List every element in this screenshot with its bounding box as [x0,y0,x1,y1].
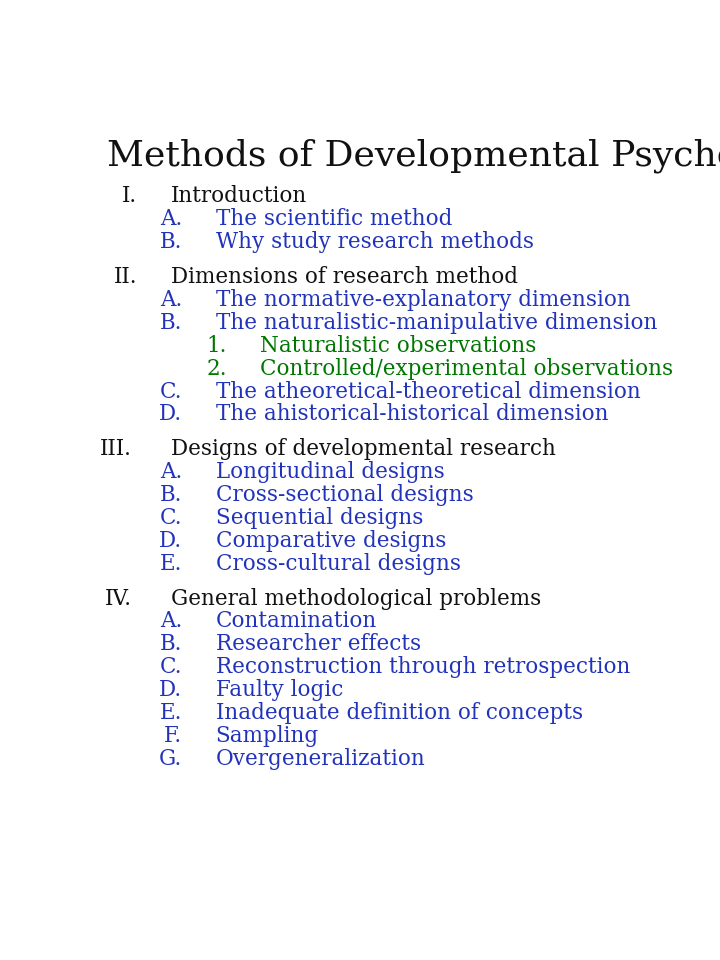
Text: The naturalistic-manipulative dimension: The naturalistic-manipulative dimension [215,312,657,334]
Text: Researcher effects: Researcher effects [215,634,420,656]
Text: Faulty logic: Faulty logic [215,680,343,701]
Text: The normative-explanatory dimension: The normative-explanatory dimension [215,289,630,311]
Text: A.: A. [160,461,182,483]
Text: Naturalistic observations: Naturalistic observations [260,335,536,357]
Text: The atheoretical-theoretical dimension: The atheoretical-theoretical dimension [215,380,640,402]
Text: General methodological problems: General methodological problems [171,588,541,610]
Text: C.: C. [160,507,182,529]
Text: The ahistorical-historical dimension: The ahistorical-historical dimension [215,403,608,425]
Text: Designs of developmental research: Designs of developmental research [171,438,556,460]
Text: B.: B. [160,312,182,334]
Text: Reconstruction through retrospection: Reconstruction through retrospection [215,657,630,679]
Text: C.: C. [160,657,182,679]
Text: Cross-sectional designs: Cross-sectional designs [215,484,473,506]
Text: Contamination: Contamination [215,611,377,633]
Text: Why study research methods: Why study research methods [215,231,534,253]
Text: 2.: 2. [206,358,227,379]
Text: B.: B. [160,484,182,506]
Text: A.: A. [160,289,182,311]
Text: Sampling: Sampling [215,725,319,747]
Text: Longitudinal designs: Longitudinal designs [215,461,444,483]
Text: F.: F. [164,725,182,747]
Text: E.: E. [160,553,182,575]
Text: Inadequate definition of concepts: Inadequate definition of concepts [215,702,582,724]
Text: Sequential designs: Sequential designs [215,507,423,529]
Text: B.: B. [160,231,182,253]
Text: III.: III. [100,438,132,460]
Text: D.: D. [159,680,182,701]
Text: Methods of Developmental Psychology: Methods of Developmental Psychology [107,139,720,174]
Text: Introduction: Introduction [171,185,307,207]
Text: The scientific method: The scientific method [215,208,452,230]
Text: 1.: 1. [207,335,227,357]
Text: Comparative designs: Comparative designs [215,530,446,552]
Text: A.: A. [160,208,182,230]
Text: A.: A. [160,611,182,633]
Text: D.: D. [159,530,182,552]
Text: G.: G. [159,748,182,770]
Text: D.: D. [159,403,182,425]
Text: Overgeneralization: Overgeneralization [215,748,426,770]
Text: I.: I. [122,185,138,207]
Text: Controlled/experimental observations: Controlled/experimental observations [260,358,673,379]
Text: II.: II. [114,266,138,288]
Text: C.: C. [160,380,182,402]
Text: Dimensions of research method: Dimensions of research method [171,266,518,288]
Text: Cross-cultural designs: Cross-cultural designs [215,553,461,575]
Text: E.: E. [160,702,182,724]
Text: IV.: IV. [105,588,132,610]
Text: B.: B. [160,634,182,656]
